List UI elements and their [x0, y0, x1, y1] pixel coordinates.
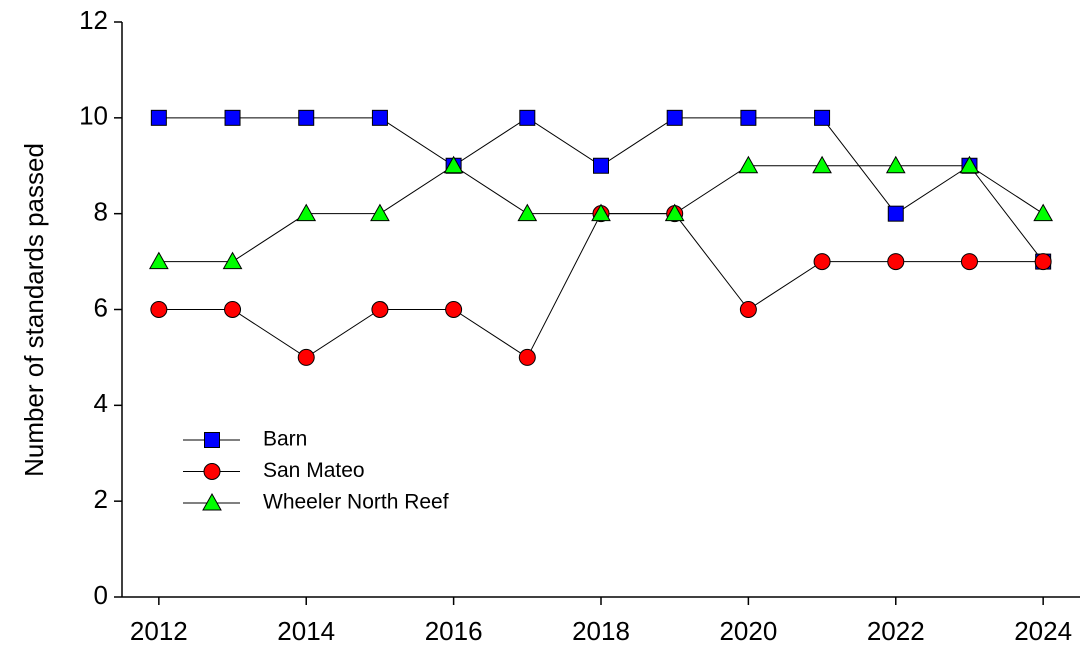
marker	[298, 109, 315, 126]
marker	[371, 109, 388, 126]
marker	[150, 109, 167, 126]
legend-label: San Mateo	[263, 459, 365, 482]
marker	[960, 253, 978, 271]
marker	[518, 348, 536, 366]
legend-label: Barn	[263, 428, 307, 451]
y-tick-label: 12	[79, 5, 108, 35]
marker	[812, 155, 832, 174]
marker	[150, 301, 168, 318]
marker	[445, 301, 463, 318]
series-line	[158, 213, 1044, 359]
marker	[370, 203, 390, 222]
marker	[887, 253, 905, 271]
marker	[885, 155, 906, 174]
y-tick-label: 10	[79, 101, 108, 131]
x-tick-label: 2012	[130, 616, 188, 646]
marker	[224, 109, 241, 126]
x-tick-label: 2018	[572, 616, 630, 646]
y-tick-label: 2	[94, 484, 108, 514]
x-tick-label: 2022	[867, 616, 925, 646]
x-tick-label: 2016	[425, 616, 483, 646]
marker	[959, 155, 980, 174]
y-tick-label: 8	[94, 197, 108, 227]
marker	[443, 155, 464, 174]
legend-label: Wheeler North Reef	[263, 491, 449, 514]
marker	[887, 205, 904, 222]
marker	[814, 109, 831, 126]
x-tick-label: 2014	[277, 616, 335, 646]
marker	[740, 109, 757, 126]
marker	[224, 301, 242, 318]
marker	[738, 155, 759, 174]
marker	[296, 203, 317, 222]
marker	[666, 109, 683, 126]
marker	[517, 203, 538, 222]
marker	[593, 157, 609, 174]
legend-marker	[202, 492, 222, 511]
x-tick-label: 2024	[1014, 616, 1072, 646]
marker	[371, 301, 389, 318]
legend-marker	[203, 463, 221, 480]
y-tick-label: 0	[94, 580, 108, 610]
marker	[813, 253, 831, 271]
marker	[297, 348, 315, 366]
legend-marker	[204, 432, 220, 448]
x-tick-label: 2020	[719, 616, 777, 646]
marker	[519, 109, 536, 126]
series-line	[158, 117, 1044, 262]
marker	[148, 251, 169, 270]
marker	[664, 203, 685, 222]
y-tick-label: 4	[94, 388, 108, 418]
marker	[1034, 253, 1052, 271]
marker	[1033, 203, 1054, 222]
y-tick-label: 6	[94, 292, 108, 322]
y-axis-label: Number of standards passed	[19, 143, 49, 477]
marker	[222, 251, 243, 270]
marker	[591, 203, 611, 222]
marker	[739, 301, 757, 318]
